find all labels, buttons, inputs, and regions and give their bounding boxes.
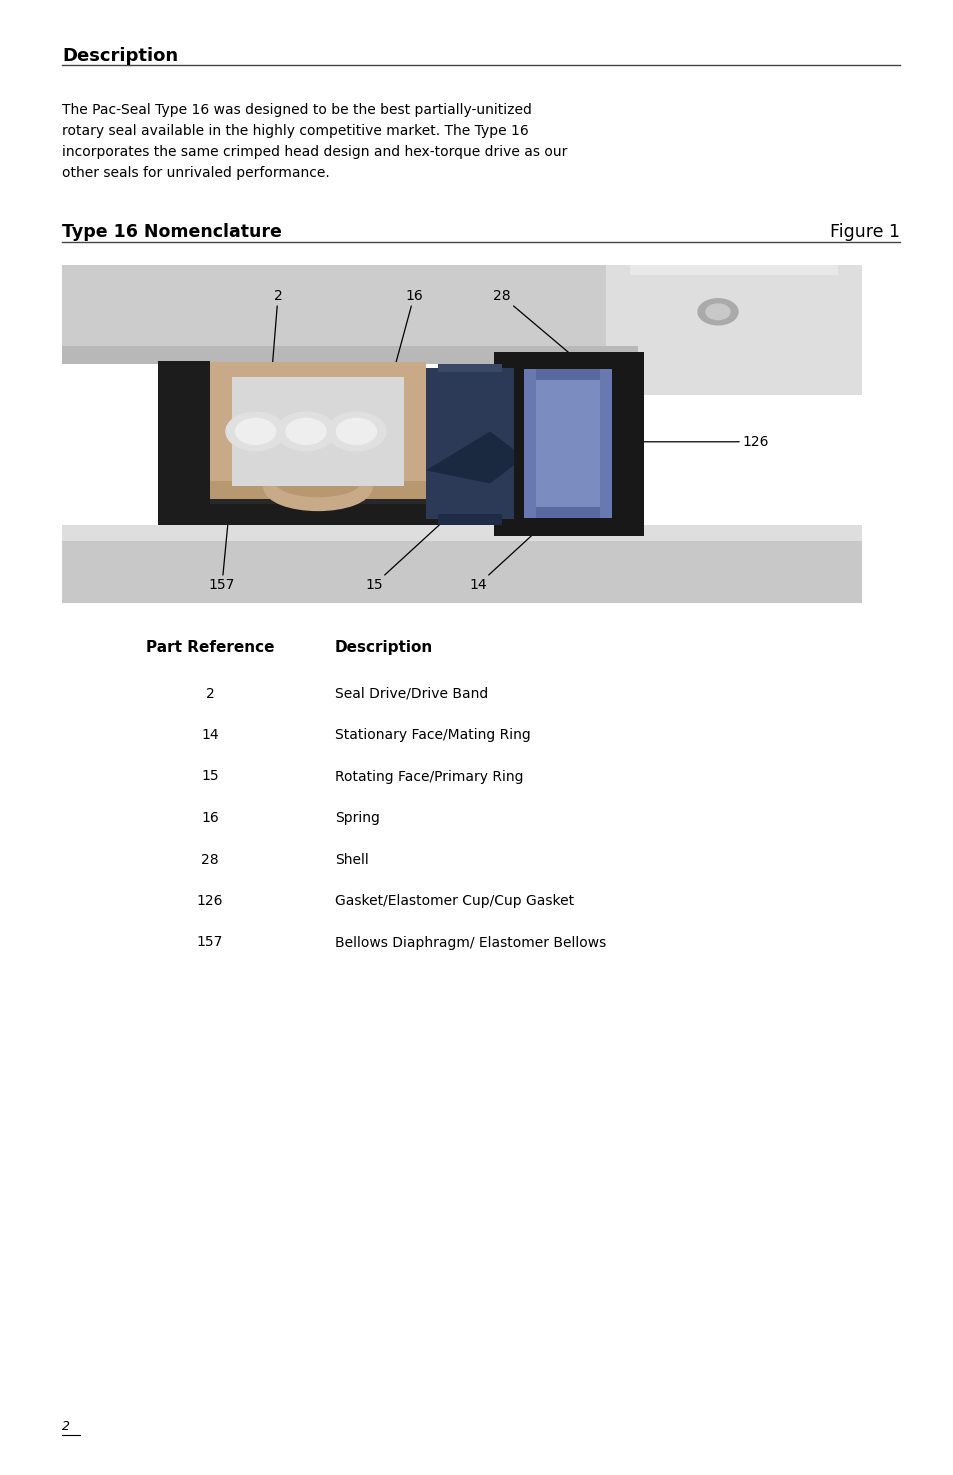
Text: Type 16 Nomenclature: Type 16 Nomenclature	[62, 223, 281, 240]
Circle shape	[226, 412, 285, 451]
Text: 14: 14	[201, 729, 218, 742]
Text: Spring: Spring	[335, 811, 379, 825]
Text: Gasket/Elastomer Cup/Cup Gasket: Gasket/Elastomer Cup/Cup Gasket	[335, 894, 574, 909]
Bar	[426, 367, 514, 519]
Text: Figure 1: Figure 1	[829, 223, 899, 240]
Bar	[62, 525, 862, 603]
Text: Bellows Diaphragm/ Elastomer Bellows: Bellows Diaphragm/ Elastomer Bellows	[335, 935, 605, 950]
Text: Stationary Face/Mating Ring: Stationary Face/Mating Ring	[335, 729, 530, 742]
Bar	[210, 488, 514, 504]
Text: Rotating Face/Primary Ring: Rotating Face/Primary Ring	[335, 770, 523, 783]
Text: 157: 157	[209, 502, 235, 591]
Bar	[62, 266, 638, 364]
Text: 2: 2	[206, 686, 214, 701]
Text: Description: Description	[62, 47, 178, 65]
Circle shape	[286, 419, 326, 444]
Bar	[62, 345, 638, 364]
Bar	[536, 376, 599, 510]
Bar	[494, 360, 524, 537]
Circle shape	[276, 412, 335, 451]
Circle shape	[327, 412, 386, 451]
Bar	[612, 360, 643, 537]
Text: Shell: Shell	[335, 853, 369, 866]
Bar	[437, 513, 501, 525]
Polygon shape	[426, 431, 514, 484]
Bar	[536, 507, 599, 518]
Circle shape	[705, 304, 729, 320]
Text: 16: 16	[390, 289, 422, 385]
Text: Description: Description	[335, 640, 433, 655]
Bar	[494, 353, 643, 369]
Text: Seal Drive/Drive Band: Seal Drive/Drive Band	[335, 686, 488, 701]
Text: 157: 157	[196, 935, 223, 950]
Circle shape	[336, 419, 376, 444]
Text: The Pac-Seal Type 16 was designed to be the best partially-unitized
rotary seal : The Pac-Seal Type 16 was designed to be …	[62, 103, 567, 180]
Text: 126: 126	[643, 435, 768, 448]
Text: 16: 16	[201, 811, 218, 825]
Text: Part Reference: Part Reference	[146, 640, 274, 655]
Bar	[494, 518, 643, 537]
Text: 14: 14	[469, 519, 550, 591]
Bar	[437, 364, 501, 372]
Circle shape	[235, 419, 275, 444]
Bar	[233, 376, 404, 485]
Bar	[605, 266, 862, 395]
Text: 15: 15	[365, 519, 446, 591]
Text: 2: 2	[270, 289, 282, 395]
Text: 2: 2	[62, 1420, 70, 1434]
Bar	[62, 525, 862, 541]
Bar	[629, 266, 837, 276]
Text: 126: 126	[196, 894, 223, 909]
Text: 15: 15	[201, 770, 218, 783]
Bar	[536, 369, 599, 381]
Bar	[158, 361, 210, 525]
Bar	[210, 363, 426, 376]
Bar	[210, 369, 233, 494]
Bar	[404, 376, 426, 485]
Text: 28: 28	[201, 853, 218, 866]
Bar	[210, 481, 426, 499]
Bar	[524, 369, 612, 518]
Text: 28: 28	[493, 289, 581, 364]
Circle shape	[698, 299, 738, 324]
Bar	[158, 503, 517, 525]
